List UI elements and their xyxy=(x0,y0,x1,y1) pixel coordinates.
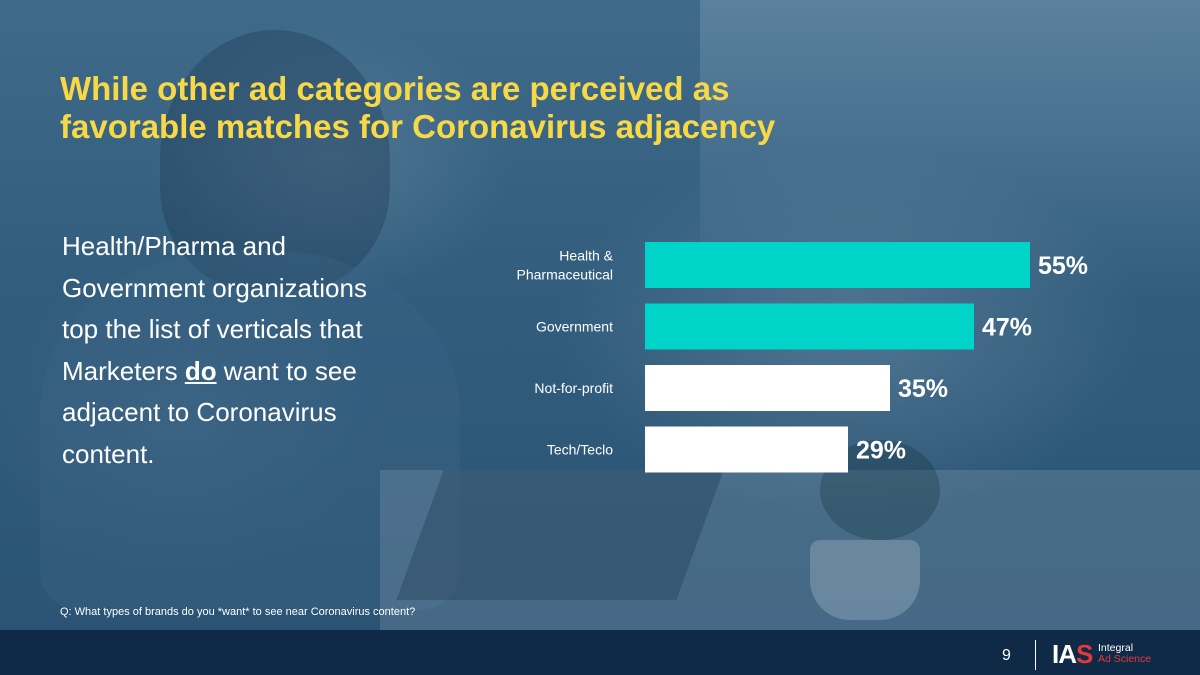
desk-surface xyxy=(380,470,1200,630)
logo-name-line-1: Integral xyxy=(1098,642,1134,654)
category-label-1: Government xyxy=(536,319,613,335)
person-silhouette xyxy=(160,30,390,290)
laptop xyxy=(396,470,724,600)
body-text-end: want to see adjacent to Coronavirus cont… xyxy=(62,355,357,469)
value-label-0: 55% xyxy=(1038,252,1088,280)
category-label-0: Health & Pharmaceutical xyxy=(517,248,614,283)
logo-mark-main: IA xyxy=(1052,639,1077,669)
category-label-3: Tech/Teclo xyxy=(547,442,613,458)
logo-wordmark: Integral Ad Science xyxy=(1098,643,1151,665)
bar-1 xyxy=(645,303,974,350)
value-label-2: 35% xyxy=(898,375,948,403)
logo-mark-accent: S xyxy=(1076,639,1093,669)
background-photo xyxy=(0,0,1200,630)
bar-2 xyxy=(645,365,890,411)
footer-divider xyxy=(1035,640,1036,670)
category-label-line: Health & xyxy=(559,248,613,264)
category-label-line: Tech/Teclo xyxy=(547,442,613,458)
title-line-1: While other ad categories are perceived … xyxy=(60,70,730,107)
value-label-3: 29% xyxy=(856,437,906,465)
page-number: 9 xyxy=(1002,647,1011,664)
bar-0 xyxy=(645,242,1030,288)
bar-chart: Health & Pharmaceutical 55% Government 47% No… xyxy=(517,242,1088,473)
body-text-emphasis: do xyxy=(184,355,217,386)
value-label-1: 47% xyxy=(982,314,1032,342)
plant-pot xyxy=(810,540,920,620)
person-body xyxy=(40,250,460,610)
body-text-start: Health/Pharma and Government organizatio… xyxy=(62,231,367,386)
survey-question: Q: What types of brands do you *want* to… xyxy=(60,606,416,618)
footer-bar xyxy=(0,630,1200,675)
category-label-line: Government xyxy=(536,319,613,335)
logo-name-line-2: Ad Science xyxy=(1098,653,1152,665)
category-label-2: Not-for-profit xyxy=(534,380,613,396)
bar-3 xyxy=(645,426,848,473)
ias-logo: IAS Integral Ad Science xyxy=(1052,639,1162,669)
logo-mark: IAS xyxy=(1052,639,1093,669)
body-text: Health/Pharma and Government organizatio… xyxy=(62,226,382,475)
title-line-2: favorable matches for Coronavirus adjace… xyxy=(60,108,776,145)
category-label-line: Pharmaceutical xyxy=(517,267,614,283)
slide-title: While other ad categories are perceived … xyxy=(60,70,940,146)
category-label-line: Not-for-profit xyxy=(534,380,613,396)
